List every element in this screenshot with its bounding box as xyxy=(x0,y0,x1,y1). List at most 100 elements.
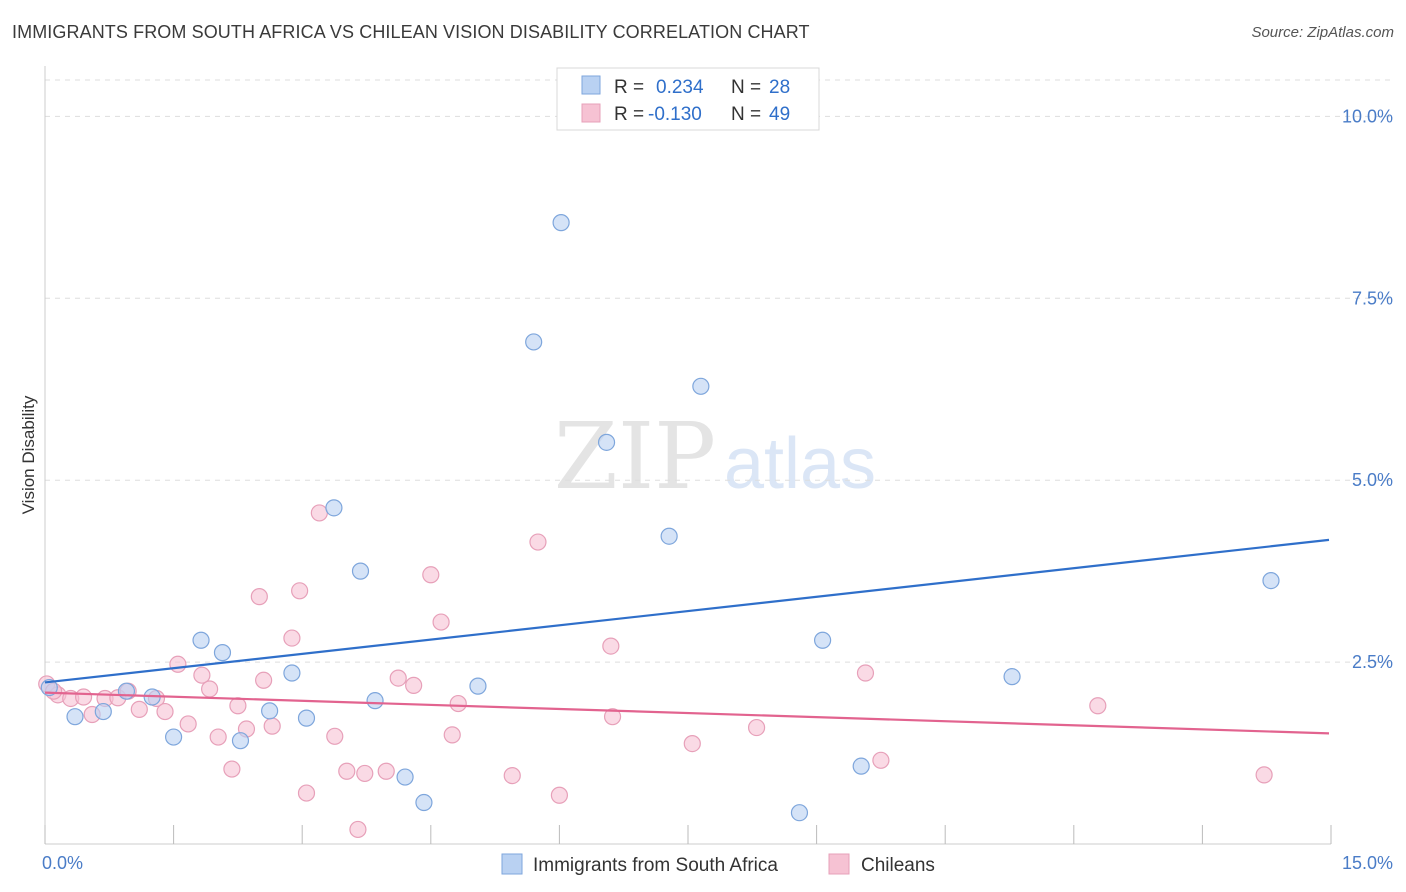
point-chilean xyxy=(529,533,547,551)
point-south-africa xyxy=(192,631,210,649)
point-south-africa xyxy=(297,709,316,727)
point-chilean xyxy=(349,820,367,839)
trend-lines xyxy=(44,538,1330,735)
series-legend: Immigrants from South Africa Chileans xyxy=(501,853,935,876)
point-south-africa xyxy=(660,527,678,545)
point-chilean xyxy=(443,726,461,744)
legend-n-value-blue: 28 xyxy=(769,77,790,98)
legend-swatch-blue xyxy=(581,75,601,95)
point-south-africa xyxy=(165,728,183,746)
point-chilean xyxy=(389,669,407,687)
stats-legend: R = 0.234 N = 28 R = -0.130 N = 49 xyxy=(556,67,820,131)
point-south-africa xyxy=(814,631,832,649)
point-chilean xyxy=(356,764,374,783)
point-south-africa xyxy=(40,678,58,697)
point-chilean xyxy=(377,762,395,780)
point-south-africa xyxy=(283,664,301,682)
point-chilean xyxy=(229,697,247,715)
series-legend-label-pink: Chileans xyxy=(861,855,935,876)
y-axis-label: Vision Disability xyxy=(19,395,38,514)
legend-r-label: R = xyxy=(614,104,644,125)
point-south-africa xyxy=(1003,668,1021,686)
point-south-africa xyxy=(525,333,543,351)
point-chilean xyxy=(550,786,569,804)
point-chilean xyxy=(74,688,93,706)
point-south-africa xyxy=(325,499,343,517)
series-legend-label-blue: Immigrants from South Africa xyxy=(533,855,778,876)
point-south-africa xyxy=(66,708,84,726)
point-south-africa xyxy=(469,677,487,695)
point-chilean xyxy=(193,666,211,684)
x-tick-labels: 0.0% 15.0% xyxy=(42,853,1393,873)
point-chilean xyxy=(326,727,344,745)
trend-line-chilean xyxy=(44,691,1330,735)
point-chilean xyxy=(310,504,328,522)
point-chilean xyxy=(255,671,273,689)
point-chilean xyxy=(1255,766,1273,784)
point-chilean xyxy=(503,767,521,785)
point-south-africa xyxy=(351,562,370,580)
point-south-africa xyxy=(396,768,414,786)
point-chilean xyxy=(602,637,620,655)
point-chilean xyxy=(169,655,187,673)
legend-r-value-pink: -0.130 xyxy=(648,104,702,125)
watermark-zip: ZIP xyxy=(554,403,716,510)
legend-r-value-blue: 0.234 xyxy=(656,77,704,98)
point-south-africa xyxy=(366,692,384,710)
point-chilean xyxy=(263,717,281,735)
point-chilean xyxy=(156,702,174,721)
point-south-africa xyxy=(552,214,570,232)
legend-n-value-pink: 49 xyxy=(769,104,790,125)
point-chilean xyxy=(1089,697,1107,715)
point-chilean xyxy=(338,762,356,780)
point-chilean xyxy=(209,728,227,746)
point-chilean xyxy=(856,664,875,682)
point-south-africa xyxy=(790,804,809,822)
point-chilean xyxy=(283,629,301,647)
y-tick-labels: 10.0% 7.5% 5.0% 2.5% xyxy=(1342,106,1393,672)
point-chilean xyxy=(405,676,423,694)
trend-line-south-africa xyxy=(44,538,1330,684)
point-chilean xyxy=(291,582,309,600)
y-tick-label: 7.5% xyxy=(1352,288,1393,308)
point-south-africa xyxy=(231,732,250,750)
point-chilean xyxy=(872,751,890,769)
point-chilean xyxy=(747,718,766,737)
point-chilean xyxy=(223,760,241,778)
source-credit: Source: ZipAtlas.com xyxy=(1251,24,1394,41)
point-chilean xyxy=(432,613,450,631)
point-chilean xyxy=(201,680,219,698)
point-south-africa xyxy=(1262,572,1280,590)
data-points xyxy=(38,214,1280,839)
point-south-africa xyxy=(852,757,870,775)
point-south-africa xyxy=(415,793,433,812)
point-south-africa xyxy=(597,433,616,451)
axes xyxy=(44,66,1332,845)
point-chilean xyxy=(297,784,316,802)
x-tick-label-max: 15.0% xyxy=(1342,853,1393,873)
y-tick-label: 5.0% xyxy=(1352,470,1393,490)
point-chilean xyxy=(250,588,268,606)
y-tick-label: 10.0% xyxy=(1342,106,1393,126)
point-chilean xyxy=(130,700,148,718)
point-chilean xyxy=(603,708,622,726)
series-legend-swatch-blue xyxy=(501,853,523,875)
point-chilean xyxy=(179,715,197,733)
series-legend-swatch-pink xyxy=(828,853,850,875)
legend-r-label: R = xyxy=(614,77,644,98)
point-south-africa xyxy=(213,644,232,662)
point-chilean xyxy=(683,734,701,753)
point-south-africa xyxy=(261,702,279,720)
legend-n-label: N = xyxy=(731,77,761,98)
point-chilean xyxy=(422,566,440,584)
chart-title: IMMIGRANTS FROM SOUTH AFRICA VS CHILEAN … xyxy=(12,22,810,42)
y-tick-label: 2.5% xyxy=(1352,652,1393,672)
x-tick-label-min: 0.0% xyxy=(42,853,83,873)
legend-swatch-pink xyxy=(581,103,601,123)
point-chilean xyxy=(449,694,467,713)
legend-n-label: N = xyxy=(731,104,761,125)
point-south-africa xyxy=(94,702,112,721)
grid-lines xyxy=(45,79,1393,663)
point-south-africa xyxy=(117,682,136,700)
